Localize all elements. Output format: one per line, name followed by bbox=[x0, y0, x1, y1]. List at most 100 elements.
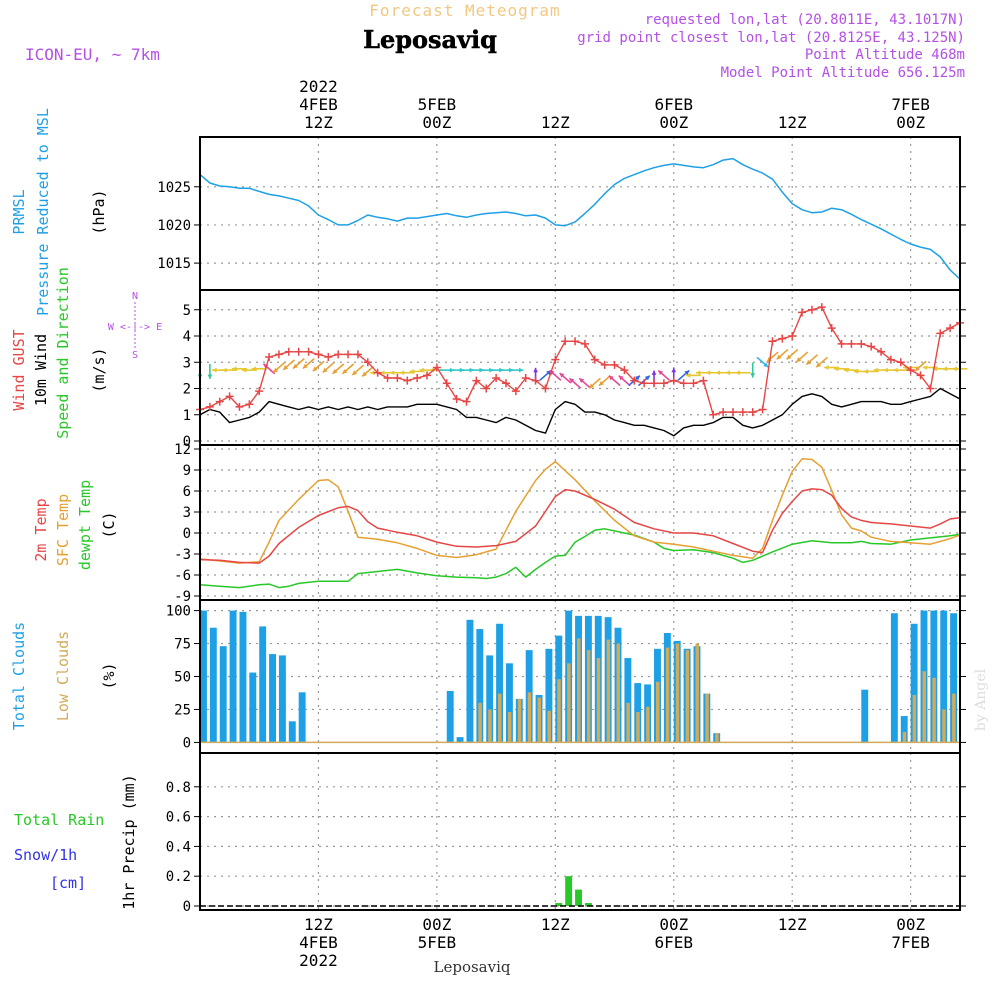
low-cloud-bar bbox=[507, 712, 512, 743]
gust-marker bbox=[679, 379, 688, 388]
low-cloud-bar bbox=[586, 650, 591, 743]
t2m-label: 2m Temp bbox=[32, 498, 50, 561]
total-cloud-bar bbox=[219, 646, 227, 743]
wind-arrow-head bbox=[786, 354, 792, 360]
gust-marker bbox=[590, 355, 599, 364]
total-cloud-bar bbox=[890, 613, 898, 743]
gust-marker bbox=[334, 350, 343, 359]
low-cloud-bar bbox=[478, 702, 482, 743]
gust-marker bbox=[442, 379, 451, 388]
x-tick-time-label: 12Z bbox=[304, 915, 333, 934]
wind-arrow-head bbox=[893, 367, 898, 373]
low-cloud-bar bbox=[517, 698, 522, 743]
gust-marker bbox=[709, 410, 718, 419]
gust-marker bbox=[719, 408, 728, 417]
compass-n: N bbox=[132, 291, 138, 302]
y-tick-label: 25 bbox=[174, 702, 191, 718]
wind-arrow-head bbox=[618, 375, 624, 381]
wind-arrow-head bbox=[705, 370, 711, 376]
total-cloud-bar bbox=[910, 623, 918, 743]
sfc-label: SFC Temp bbox=[54, 494, 72, 566]
low-cloud-bar bbox=[606, 639, 611, 743]
rain-bar bbox=[575, 889, 582, 906]
gust-marker bbox=[630, 376, 639, 385]
wind10m-label: 10m Wind bbox=[32, 334, 50, 406]
x-tick-date-label: 4FEB bbox=[299, 933, 338, 952]
wind-arrow-head bbox=[352, 370, 358, 376]
wind-arrow-head bbox=[644, 375, 650, 381]
wind-arrow-head bbox=[834, 366, 839, 372]
total-clouds-label: Total Clouds bbox=[10, 622, 28, 730]
wind-arrow-head bbox=[863, 369, 869, 374]
gust-marker bbox=[659, 379, 668, 388]
total-cloud-bar bbox=[200, 610, 207, 743]
low-cloud-bar bbox=[498, 693, 502, 743]
gust-marker bbox=[768, 337, 777, 346]
wind-arrow-head bbox=[231, 366, 237, 372]
gust-marker bbox=[324, 353, 333, 361]
low-cloud-bar bbox=[616, 643, 620, 743]
gust-marker bbox=[620, 366, 629, 375]
dewpt-line bbox=[199, 528, 961, 589]
total-cloud-bar bbox=[269, 654, 276, 743]
gust-label: Wind GUST bbox=[10, 329, 28, 410]
total-cloud-bar bbox=[940, 610, 948, 743]
y-tick-label: 6 bbox=[183, 484, 191, 500]
wind10m-line bbox=[199, 387, 961, 437]
gust-marker bbox=[363, 358, 372, 367]
gust-marker bbox=[413, 374, 422, 382]
x-tick-time-label: 00Z bbox=[896, 113, 925, 132]
wind-arrow-head bbox=[952, 366, 957, 372]
low-cloud-bar bbox=[537, 697, 542, 743]
chart-location-title: Leposaviq bbox=[363, 25, 497, 54]
total-cloud-bar bbox=[209, 627, 217, 743]
wind-arrow-head bbox=[873, 367, 878, 373]
gust-marker bbox=[847, 339, 856, 348]
wind-arrow-head bbox=[932, 366, 938, 372]
wind-arrow-head bbox=[806, 359, 812, 365]
gust-marker bbox=[748, 408, 757, 417]
wind-arrow-head bbox=[651, 370, 657, 375]
total-rain-label: Total Rain bbox=[14, 811, 104, 829]
low-cloud-bar bbox=[488, 709, 492, 743]
y-tick-label: 2 bbox=[183, 382, 191, 398]
data-layer bbox=[196, 157, 968, 907]
x-tick-time-label: 00Z bbox=[422, 113, 451, 132]
gust-marker bbox=[867, 342, 876, 351]
gust-marker bbox=[551, 355, 560, 364]
precip-panel-labels: Total Rain Snow/1h [cm] 1hr Precip (mm) bbox=[14, 774, 138, 909]
y-tick-label: 1 bbox=[183, 408, 191, 424]
prmsl-label: PRMSL bbox=[10, 189, 28, 234]
low-cloud-bar bbox=[932, 677, 936, 743]
x-tick-date-label: 7FEB bbox=[891, 95, 930, 114]
wind-arrow-head bbox=[293, 363, 298, 369]
wind-arrow-head bbox=[608, 375, 614, 381]
gust-marker bbox=[255, 387, 264, 396]
t2m-line bbox=[199, 488, 961, 564]
y-tick-label: 4 bbox=[183, 329, 191, 345]
cloud-panel-labels: Total Clouds Low Clouds (%) bbox=[10, 622, 118, 730]
low-cloud-bar bbox=[685, 650, 690, 743]
y-tick-label: 0.8 bbox=[166, 780, 191, 796]
total-cloud-bar bbox=[466, 619, 474, 743]
gust-marker bbox=[383, 374, 392, 382]
x-tick-time-label: 00Z bbox=[659, 113, 688, 132]
low-cloud-bar bbox=[626, 702, 630, 743]
wind-arrow-head bbox=[922, 365, 928, 370]
total-cloud-bar bbox=[930, 610, 938, 743]
panel-frame bbox=[199, 444, 961, 601]
wind-arrow-head bbox=[589, 383, 595, 389]
gust-marker bbox=[314, 350, 323, 359]
wind-arrow-head bbox=[559, 373, 565, 378]
total-cloud-bar bbox=[861, 689, 869, 743]
wind-arrow-head bbox=[389, 370, 395, 376]
x-tick-date-label: 4FEB bbox=[299, 95, 338, 114]
compass-s: S bbox=[132, 350, 138, 361]
gust-marker bbox=[728, 408, 737, 417]
rain-bar bbox=[565, 876, 573, 906]
wind-arrow-head bbox=[735, 370, 740, 376]
gust-marker bbox=[373, 368, 382, 377]
wind-arrow-head bbox=[312, 366, 318, 372]
wind-arrow-head bbox=[362, 371, 368, 377]
